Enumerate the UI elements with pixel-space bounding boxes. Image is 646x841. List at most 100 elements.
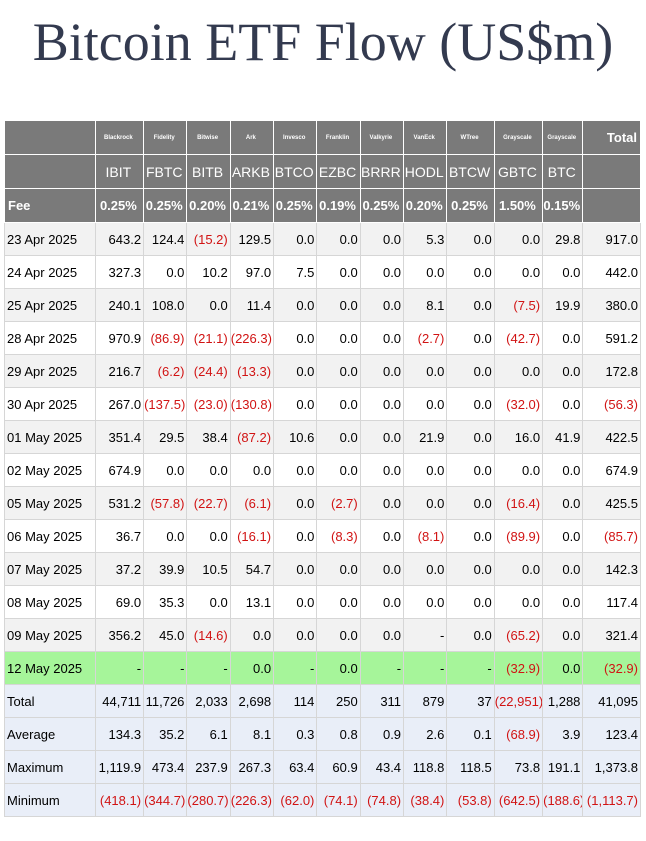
flow-cell: 0.0: [273, 453, 318, 487]
flow-cell: 0.0: [316, 387, 361, 421]
flow-cell: 41.9: [542, 420, 584, 454]
row-date: 08 May 2025: [4, 585, 96, 619]
flow-cell: 0.0: [446, 618, 495, 652]
header-total-cell: [582, 154, 641, 189]
flow-cell: 0.0: [542, 618, 584, 652]
flow-cell: 0.0: [273, 486, 318, 520]
flow-cell: 0.0: [273, 585, 318, 619]
flow-cell: 473.4: [143, 750, 188, 784]
table-row: 29 Apr 2025 216.7 (6.2) (24.4) (13.3) 0.0 0.0 0…: [4, 354, 641, 388]
flow-cell: (642.5): [493, 783, 544, 817]
flow-cell: (6.2): [143, 354, 188, 388]
summary-row: Average 134.3 35.2 6.1 8.1 0.3 0.8 0.9 2.6 0.1 (68…: [4, 717, 641, 751]
flow-cell: 0.0: [273, 288, 318, 322]
flow-cell: (16.4): [493, 486, 544, 520]
flow-cell: (13.3): [229, 354, 275, 388]
flow-cell: 0.0: [542, 519, 584, 553]
flow-cell: 0.0: [403, 486, 448, 520]
flow-cell: 0.0: [186, 519, 231, 553]
ticker-header-row: IBIT FBTC BITB ARKB BTCO EZBC BRRR HODL …: [4, 154, 641, 189]
issuer-name: Fidelity: [143, 120, 188, 155]
flow-cell: (86.9): [143, 321, 188, 355]
flow-cell: 1,119.9: [94, 750, 145, 784]
ticker-header: BTCO: [273, 154, 318, 189]
flow-cell: 0.0: [359, 453, 405, 487]
issuer-name: Franklin: [316, 120, 361, 155]
flow-cell: (418.1): [94, 783, 145, 817]
flow-cell: (65.2): [493, 618, 544, 652]
flow-cell: 7.5: [273, 255, 318, 289]
flow-cell: 0.0: [316, 288, 361, 322]
flow-cell: 36.7: [94, 519, 145, 553]
issuer-name: Valkyrie: [359, 120, 405, 155]
flow-cell: 11.4: [229, 288, 275, 322]
flow-cell: 39.9: [143, 552, 188, 586]
flow-cell: (137.5): [143, 387, 188, 421]
flow-cell: 19.9: [542, 288, 584, 322]
row-total-cell: 41,095: [582, 684, 641, 718]
flow-cell: 0.0: [359, 222, 405, 256]
flow-cell: 0.0: [446, 552, 495, 586]
flow-cell: 0.0: [446, 387, 495, 421]
etf-flow-table: Blackrock Fidelity Bitwise Ark Invesco F…: [4, 120, 641, 817]
row-total-cell: 674.9: [582, 453, 641, 487]
flow-cell: 0.0: [542, 651, 584, 685]
row-date: 24 Apr 2025: [4, 255, 96, 289]
flow-cell: 0.0: [359, 387, 405, 421]
header-corner-cell: [4, 120, 96, 155]
flow-cell: 37.2: [94, 552, 145, 586]
flow-cell: 0.0: [229, 453, 275, 487]
flow-cell: 0.0: [359, 486, 405, 520]
flow-cell: 0.0: [446, 288, 495, 322]
fee-value: 0.25%: [94, 188, 145, 223]
header-corner-cell: [4, 154, 96, 189]
flow-cell: 108.0: [143, 288, 188, 322]
flow-cell: (2.7): [316, 486, 361, 520]
flow-cell: 879: [403, 684, 448, 718]
row-total-cell: 917.0: [582, 222, 641, 256]
flow-cell: (68.9): [493, 717, 544, 751]
flow-cell: 0.0: [229, 651, 275, 685]
flow-cell: 0.3: [273, 717, 318, 751]
flow-cell: 5.3: [403, 222, 448, 256]
flow-cell: -: [143, 651, 188, 685]
flow-cell: -: [273, 651, 318, 685]
flow-cell: 0.0: [446, 486, 495, 520]
flow-cell: 0.0: [446, 420, 495, 454]
flow-cell: (22.7): [186, 486, 231, 520]
flow-cell: (226.3): [229, 321, 275, 355]
flow-cell: 60.9: [316, 750, 361, 784]
flow-cell: (14.6): [186, 618, 231, 652]
summary-label: Minimum: [4, 783, 96, 817]
flow-cell: 0.0: [493, 453, 544, 487]
flow-cell: (188.6): [542, 783, 584, 817]
issuer-name: Blackrock: [94, 120, 145, 155]
flow-cell: 0.0: [403, 354, 448, 388]
flow-cell: 0.0: [493, 255, 544, 289]
flow-cell: 37: [446, 684, 495, 718]
flow-cell: -: [446, 651, 495, 685]
flow-cell: 35.2: [143, 717, 188, 751]
flow-cell: 0.0: [316, 354, 361, 388]
flow-cell: 0.0: [316, 321, 361, 355]
flow-cell: 21.9: [403, 420, 448, 454]
flow-cell: (21.1): [186, 321, 231, 355]
table-row: 02 May 2025 674.9 0.0 0.0 0.0 0.0 0.0 0.0 0.0 0.0…: [4, 453, 641, 487]
total-column-header: Total: [582, 120, 641, 155]
flow-cell: 54.7: [229, 552, 275, 586]
summary-label: Total: [4, 684, 96, 718]
flow-cell: (38.4): [403, 783, 448, 817]
table-row: 25 Apr 2025 240.1 108.0 0.0 11.4 0.0 0.0 0.0 8.1…: [4, 288, 641, 322]
row-total-cell: 321.4: [582, 618, 641, 652]
flow-cell: 0.0: [316, 552, 361, 586]
flow-cell: 10.5: [186, 552, 231, 586]
flow-cell: 0.0: [143, 453, 188, 487]
row-date: 23 Apr 2025: [4, 222, 96, 256]
flow-cell: 118.8: [403, 750, 448, 784]
flow-cell: 0.0: [273, 387, 318, 421]
row-date: 30 Apr 2025: [4, 387, 96, 421]
row-total-cell: 142.3: [582, 552, 641, 586]
flow-cell: (22,951): [493, 684, 544, 718]
header-total-cell: [582, 188, 641, 223]
table-row: 28 Apr 2025 970.9 (86.9) (21.1) (226.3) 0.0 0.…: [4, 321, 641, 355]
